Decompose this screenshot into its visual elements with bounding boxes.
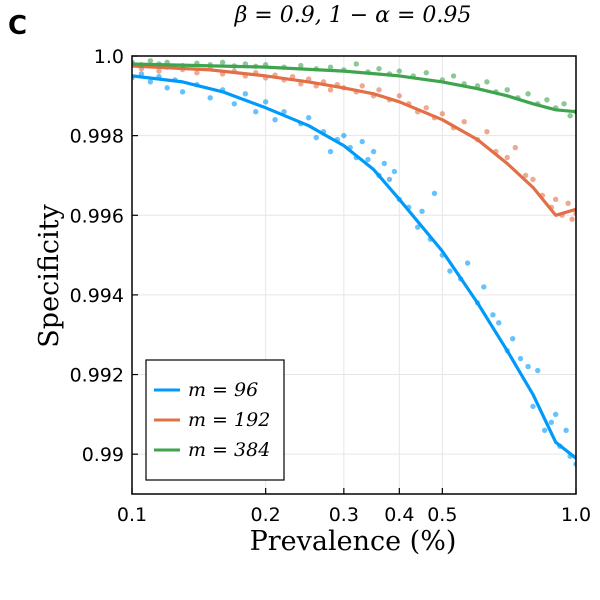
data-point <box>504 154 510 161</box>
axis-ticks: 0.1 0.2 0.3 0.4 0.5 1.0 0.99 0.992 0.994 0.996 0.9… <box>70 46 592 526</box>
data-point <box>272 117 278 123</box>
data-point <box>370 148 377 155</box>
x-axis-label: Prevalence (%) <box>250 526 457 557</box>
chart-title: β = 0.9, 1 − α = 0.95 <box>234 3 472 28</box>
series-layer <box>132 58 576 467</box>
x-tick-label: 1.0 <box>561 504 591 526</box>
data-point <box>353 61 359 67</box>
data-point <box>496 320 502 326</box>
data-point <box>341 132 347 139</box>
series-2 <box>132 61 576 222</box>
series-3 <box>132 58 576 119</box>
data-point <box>548 419 555 426</box>
x-tick-label: 0.5 <box>427 504 457 526</box>
data-point <box>517 355 524 362</box>
y-tick-label: 1.0 <box>94 46 124 68</box>
data-point <box>423 105 429 111</box>
data-point <box>242 91 249 97</box>
data-point <box>530 176 536 183</box>
data-point <box>386 176 393 183</box>
y-tick-label: 0.994 <box>70 285 124 307</box>
data-point <box>565 200 571 207</box>
y-tick-label: 0.99 <box>82 444 124 466</box>
y-tick-label: 0.996 <box>70 205 124 227</box>
legend: m = 96 m = 192 m = 384 <box>145 359 285 481</box>
data-point <box>450 73 457 79</box>
y-tick-label: 0.992 <box>70 365 124 387</box>
data-point <box>569 216 575 222</box>
data-point <box>396 93 403 99</box>
data-point <box>262 99 269 105</box>
data-point <box>525 91 531 97</box>
data-point <box>391 168 398 175</box>
data-point <box>563 427 569 433</box>
data-point <box>419 208 425 214</box>
fit-curve <box>132 64 576 217</box>
y-axis-label: Specificity <box>34 204 65 348</box>
data-point <box>509 336 516 342</box>
fit-curve <box>132 62 576 114</box>
data-point <box>522 172 529 179</box>
data-point <box>552 196 559 203</box>
data-point <box>327 64 334 70</box>
data-point <box>439 111 446 117</box>
legend-label: m = 384 <box>188 439 270 461</box>
data-point <box>156 68 162 74</box>
legend-label: m = 96 <box>188 379 258 401</box>
data-point <box>298 62 304 69</box>
data-point <box>423 70 429 76</box>
data-point <box>147 79 154 85</box>
x-tick-label: 0.2 <box>251 504 281 526</box>
data-point <box>376 87 382 93</box>
data-point <box>552 411 559 418</box>
data-point <box>567 113 573 119</box>
data-point <box>484 79 490 85</box>
data-point <box>359 83 365 89</box>
data-point <box>365 156 371 163</box>
legend-label: m = 192 <box>188 409 270 431</box>
data-point <box>544 97 550 103</box>
data-point <box>481 284 487 290</box>
data-point <box>464 260 471 266</box>
panel-label: C <box>8 11 27 41</box>
data-point <box>530 403 536 410</box>
data-point <box>281 109 287 115</box>
x-tick-label: 0.1 <box>117 504 147 526</box>
data-point <box>461 119 467 125</box>
data-point <box>207 95 213 101</box>
data-point <box>327 87 334 93</box>
data-point <box>376 66 382 72</box>
data-point <box>219 59 226 66</box>
data-point <box>359 138 365 145</box>
data-point <box>381 160 387 167</box>
data-point <box>396 68 403 74</box>
data-point <box>327 148 334 155</box>
x-tick-label: 0.4 <box>384 504 414 526</box>
data-point <box>313 134 319 141</box>
data-point <box>253 109 259 115</box>
data-point <box>414 224 421 230</box>
data-point <box>231 101 238 107</box>
x-tick-label: 0.3 <box>329 504 359 526</box>
data-point <box>305 115 312 121</box>
data-point <box>164 85 170 91</box>
data-point <box>447 268 453 274</box>
data-point <box>512 144 519 151</box>
fit-curve <box>132 74 576 460</box>
plot-frame <box>131 55 577 495</box>
data-point <box>194 70 200 76</box>
data-point <box>484 128 490 135</box>
data-point <box>147 58 154 64</box>
data-point <box>504 87 510 93</box>
data-point <box>431 190 438 197</box>
data-point <box>535 367 541 374</box>
y-tick-label: 0.998 <box>70 126 124 148</box>
data-point <box>490 312 496 318</box>
data-point <box>179 89 186 95</box>
data-point <box>541 427 548 433</box>
data-point <box>561 101 567 107</box>
data-point <box>525 363 531 370</box>
